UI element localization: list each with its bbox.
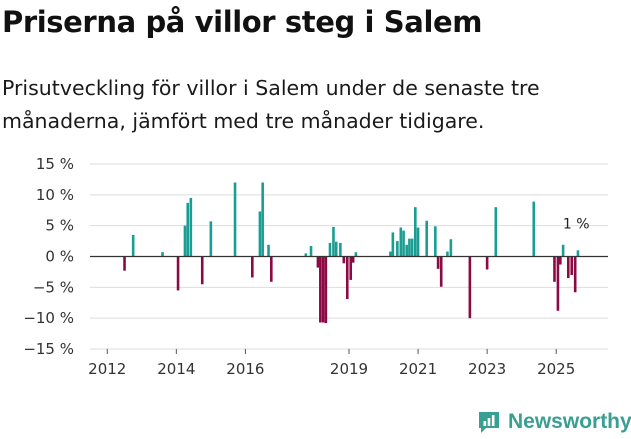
bar-positive: [561, 244, 565, 257]
bar-negative: [556, 256, 560, 311]
bar-positive: [161, 252, 164, 257]
bar-positive: [414, 207, 417, 257]
y-tick-label: 10 %: [36, 186, 74, 204]
bar-positive: [354, 252, 358, 257]
bar-positive: [261, 182, 264, 257]
bar-negative: [319, 256, 322, 323]
y-tick-label: 5 %: [45, 217, 74, 235]
bar-positive: [334, 241, 338, 257]
bar-positive: [425, 220, 428, 257]
bar-positive: [416, 227, 420, 257]
bar-negative: [566, 256, 570, 279]
bar-positive: [339, 242, 342, 257]
bar-positive: [449, 239, 453, 257]
x-tick-label: 2023: [468, 360, 506, 378]
bar-positive: [446, 251, 449, 257]
brand-name: Newsworthy: [508, 410, 631, 433]
bar-negative: [349, 256, 353, 280]
bar-negative: [559, 256, 562, 265]
bar-positive: [434, 226, 437, 257]
bar-positive: [328, 242, 332, 257]
x-tick-label: 2016: [226, 360, 264, 378]
y-tick-label: −15 %: [23, 340, 74, 358]
bar-negative: [316, 256, 320, 268]
bar-positive: [405, 244, 408, 257]
bar-positive: [332, 226, 335, 257]
bar-positive: [189, 197, 193, 257]
bar-positive: [402, 230, 405, 257]
bar-negative: [345, 256, 349, 300]
newsworthy-logo-icon: [479, 412, 499, 433]
bar-negative: [123, 256, 126, 271]
bar-positive: [399, 227, 403, 257]
bar-positive: [576, 250, 580, 257]
bar-positive: [410, 238, 414, 257]
x-tick-label: 2014: [157, 360, 195, 378]
bar-negative: [439, 256, 443, 287]
bar-positive: [408, 238, 411, 257]
bar-negative: [342, 256, 346, 264]
y-tick-label: −5 %: [33, 278, 74, 296]
bar-negative: [573, 256, 577, 293]
bar-negative: [251, 256, 254, 278]
y-tick-label: 0 %: [45, 248, 74, 266]
bar-positive: [532, 201, 536, 257]
bar-negative: [468, 256, 472, 319]
bar-positive: [233, 182, 237, 257]
y-tick-label: −10 %: [23, 309, 74, 327]
bar-positive: [304, 253, 308, 257]
chart-title: Priserna på villor steg i Salem: [2, 5, 483, 39]
bar-positive: [396, 241, 399, 257]
newsworthy-logo: Newsworthy: [476, 408, 631, 436]
x-tick-label: 2012: [88, 360, 126, 378]
x-tick-label: 2025: [537, 360, 575, 378]
chart-subtitle: Prisutveckling för villor i Salem under …: [2, 76, 540, 133]
x-tick-label: 2021: [399, 360, 437, 378]
bar-positive: [258, 211, 262, 257]
y-tick-label: 15 %: [36, 155, 74, 173]
x-tick-label: 2019: [330, 360, 368, 378]
bar-negative: [176, 256, 180, 291]
bar-negative: [324, 256, 328, 324]
bar-positive: [389, 251, 392, 257]
bar-positive: [186, 202, 190, 257]
bar-positive: [391, 232, 395, 257]
bar-negative: [321, 256, 325, 323]
bar-positive: [267, 244, 270, 257]
bar-positive: [209, 221, 213, 257]
bar-negative: [570, 256, 574, 275]
bar-negative: [351, 256, 355, 263]
bar-negative: [553, 256, 556, 282]
bar-negative: [436, 256, 440, 269]
bar-negative: [270, 256, 273, 282]
bar-positive: [183, 225, 187, 257]
bar-positive: [494, 207, 498, 257]
latest-value-label: 1 %: [563, 216, 590, 232]
bar-positive: [309, 246, 313, 257]
bar-negative: [200, 256, 204, 285]
bar-negative: [485, 256, 489, 270]
bar-positive: [131, 234, 135, 257]
